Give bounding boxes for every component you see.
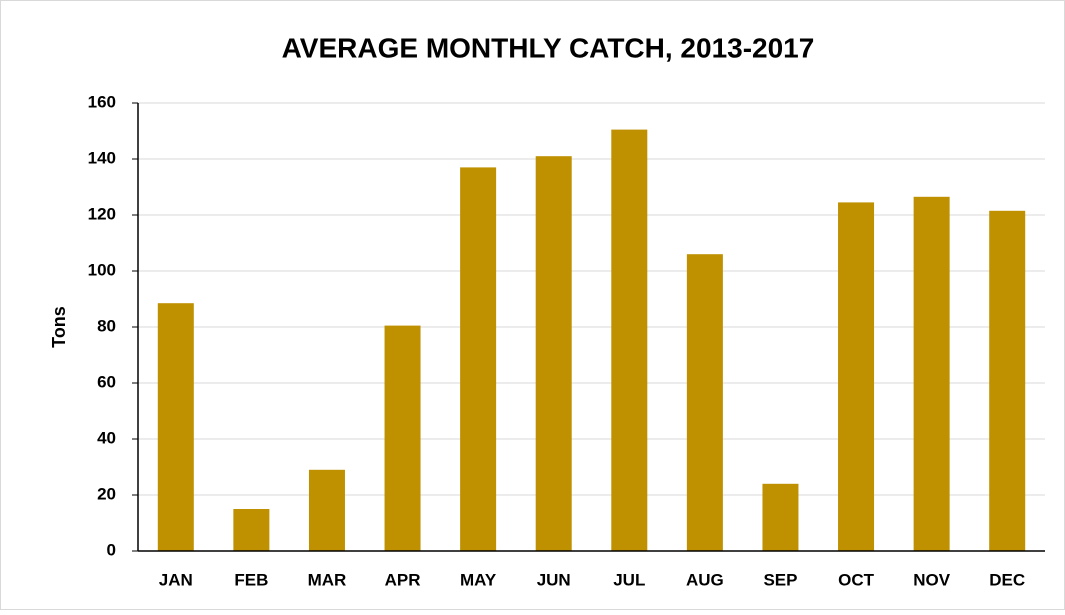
x-tick-label: JAN [159, 570, 193, 589]
y-tick-label: 60 [97, 372, 116, 391]
x-tick-label: JUN [537, 570, 571, 589]
x-tick-label: MAY [460, 570, 497, 589]
y-tick-label: 100 [88, 260, 116, 279]
x-tick-label: AUG [686, 570, 724, 589]
y-tick-label: 160 [88, 92, 116, 111]
bar [611, 129, 648, 551]
y-tick-label: 0 [107, 540, 116, 559]
chart-title: AVERAGE MONTHLY CATCH, 2013-2017 [282, 32, 815, 63]
bar [384, 325, 421, 551]
bar [535, 156, 572, 551]
y-tick-label: 140 [88, 148, 116, 167]
x-tick-label: MAR [308, 570, 347, 589]
bar [989, 210, 1026, 552]
y-tick-label: 80 [97, 316, 116, 335]
y-tick-label: 20 [97, 484, 116, 503]
x-tick-label: NOV [913, 570, 951, 589]
x-tick-label: JUL [613, 570, 645, 589]
x-tick-label: OCT [838, 570, 875, 589]
x-tick-label: SEP [763, 570, 797, 589]
bar [157, 303, 194, 551]
bar [308, 469, 345, 551]
bar [762, 483, 799, 551]
y-tick-label: 120 [88, 204, 116, 223]
bar [838, 202, 875, 551]
bar [460, 167, 497, 551]
bar [686, 254, 723, 551]
bar [913, 196, 950, 552]
x-tick-label: FEB [234, 570, 268, 589]
y-tick-label: 40 [97, 428, 116, 447]
x-tick-label: APR [385, 570, 421, 589]
x-tick-label: DEC [989, 570, 1025, 589]
bar [233, 509, 270, 551]
y-axis-label: Tons [49, 306, 69, 348]
